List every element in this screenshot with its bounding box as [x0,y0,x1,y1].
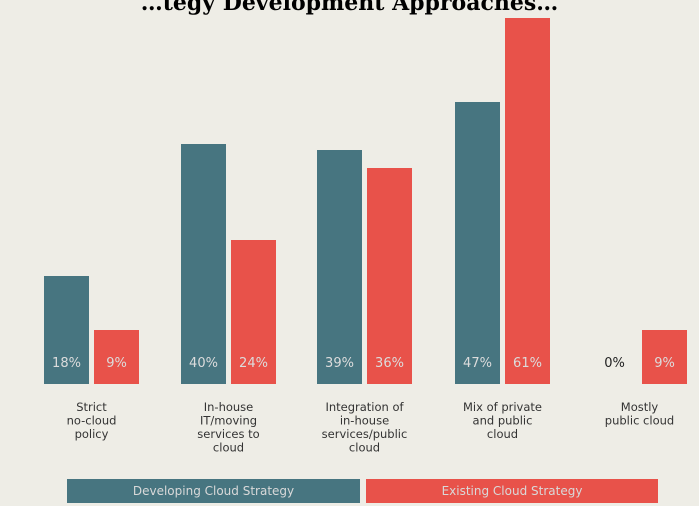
bar-existing-4 [642,330,687,384]
bar-developing-2 [317,150,362,384]
bar-label-developing-1: 40% [189,356,218,371]
bar-label-existing-0: 9% [106,356,127,371]
chart-title: …tegy Development Approaches… [140,0,559,16]
legend-item-developing: Developing Cloud Strategy [132,484,295,498]
bar-label-existing-3: 61% [513,356,542,371]
bar-label-developing-4: 0% [604,356,625,371]
bar-existing-2 [367,168,412,384]
bar-label-existing-1: 24% [239,356,268,371]
bar-label-developing-3: 47% [463,356,492,371]
bar-label-developing-0: 18% [52,356,81,371]
category-label-0: Strict no-cloud policy [67,400,117,441]
category-label-1: In-house IT/moving services to cloud [197,400,259,455]
bar-label-existing-2: 36% [375,356,404,371]
bar-developing-3 [455,102,500,384]
legend-swatch-existing [366,479,658,503]
category-label-2: Integration of in-house services/public clo… [322,400,408,455]
bar-label-developing-2: 39% [325,356,354,371]
legend-swatch-developing [67,479,360,503]
bar-label-existing-4: 9% [654,356,675,371]
category-label-4: Mostly public cloud [605,400,674,428]
bar-existing-3 [505,18,550,384]
legend-item-existing: Existing Cloud Strategy [441,484,583,498]
bar-developing-0 [44,276,89,384]
bar-existing-1 [231,240,276,384]
bar-existing-0 [94,330,139,384]
bar-developing-1 [181,144,226,384]
category-label-3: Mix of private and public cloud [463,400,542,441]
